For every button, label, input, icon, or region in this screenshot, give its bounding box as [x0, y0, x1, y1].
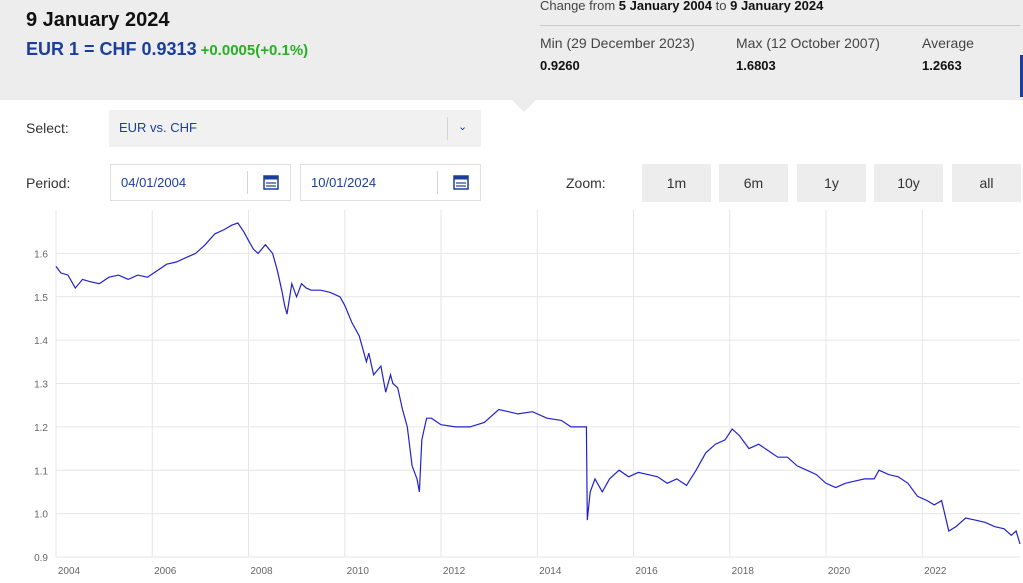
header-pointer [512, 100, 536, 112]
average-value: 1.2663 [922, 58, 962, 73]
x-tick-label: 2012 [443, 566, 466, 577]
x-tick-label: 2006 [154, 566, 177, 577]
x-tick-label: 2004 [58, 566, 81, 577]
date-divider [247, 171, 248, 194]
header-divider [540, 25, 1020, 26]
change-from-end: 9 January 2024 [730, 0, 824, 13]
x-tick-label: 2008 [250, 566, 273, 577]
select-value: EUR vs. CHF [119, 120, 197, 135]
y-tick-label: 1.3 [34, 380, 48, 391]
summary-header: 9 January 2024 EUR 1 = CHF 0.9313 +0.0005… [0, 0, 1023, 100]
y-tick-label: 1.6 [34, 249, 48, 260]
select-label: Select: [26, 120, 69, 136]
average-label: Average [922, 35, 974, 51]
min-label: Min (29 December 2023) [540, 35, 695, 51]
select-divider [447, 117, 448, 140]
x-tick-label: 2014 [539, 566, 562, 577]
date-divider [437, 171, 438, 194]
change-from-prefix: Change from [540, 0, 616, 13]
current-rate: EUR 1 = CHF 0.9313 +0.0005(+0.1%) [26, 39, 308, 60]
x-axis-ticks: 2004 2006 2008 2010 2012 2014 2016 2018 2020 2022 [58, 566, 947, 577]
y-tick-label: 1.2 [34, 423, 48, 434]
exchange-rate-chart[interactable]: 2004 2006 2008 2010 2012 2014 2016 2018 2020 2022… [0, 210, 1023, 583]
chart-grid [55, 210, 1020, 558]
chevron-down-icon[interactable]: ⌄ [458, 121, 468, 133]
y-tick-label: 0.9 [34, 553, 48, 564]
max-label: Max (12 October 2007) [736, 35, 880, 51]
max-value: 1.6803 [736, 58, 776, 73]
x-tick-label: 2022 [924, 566, 947, 577]
rate-value: EUR 1 = CHF 0.9313 [26, 39, 197, 59]
period-start-value: 04/01/2004 [121, 175, 187, 190]
calendar-icon[interactable] [263, 174, 279, 190]
calendar-icon[interactable] [453, 174, 469, 190]
zoom-label: Zoom: [566, 175, 606, 191]
y-axis-ticks: 0.9 1.0 1.1 1.2 1.3 1.4 1.5 1.6 [34, 249, 48, 564]
x-tick-label: 2010 [347, 566, 370, 577]
zoom-1y-button[interactable]: 1y [797, 164, 866, 202]
rate-change: +0.0005(+0.1%) [200, 42, 309, 59]
y-tick-label: 1.0 [34, 510, 48, 521]
change-from-to: to [715, 0, 727, 13]
zoom-10y-button[interactable]: 10y [874, 164, 943, 202]
change-from-text: Change from 5 January 2004 to 9 January … [540, 0, 823, 13]
y-tick-label: 1.4 [34, 336, 48, 347]
x-tick-label: 2020 [828, 566, 851, 577]
y-tick-label: 1.5 [34, 293, 48, 304]
y-tick-label: 1.1 [34, 466, 48, 477]
period-start-field[interactable]: 04/01/2004 [110, 164, 291, 201]
zoom-1m-button[interactable]: 1m [642, 164, 711, 202]
period-end-value: 10/01/2024 [311, 175, 377, 190]
page-title: 9 January 2024 [26, 9, 170, 31]
min-value: 0.9260 [540, 58, 580, 73]
currency-pair-select[interactable]: EUR vs. CHF ⌄ [109, 110, 481, 147]
x-tick-label: 2018 [732, 566, 755, 577]
period-label: Period: [26, 175, 71, 191]
zoom-all-button[interactable]: all [952, 164, 1021, 202]
series-line-eur-chf [55, 222, 1021, 545]
period-end-field[interactable]: 10/01/2024 [300, 164, 481, 201]
zoom-6m-button[interactable]: 6m [719, 164, 788, 202]
scroll-indicator [1020, 55, 1023, 97]
change-from-start: 5 January 2004 [618, 0, 713, 13]
x-tick-label: 2016 [635, 566, 658, 577]
